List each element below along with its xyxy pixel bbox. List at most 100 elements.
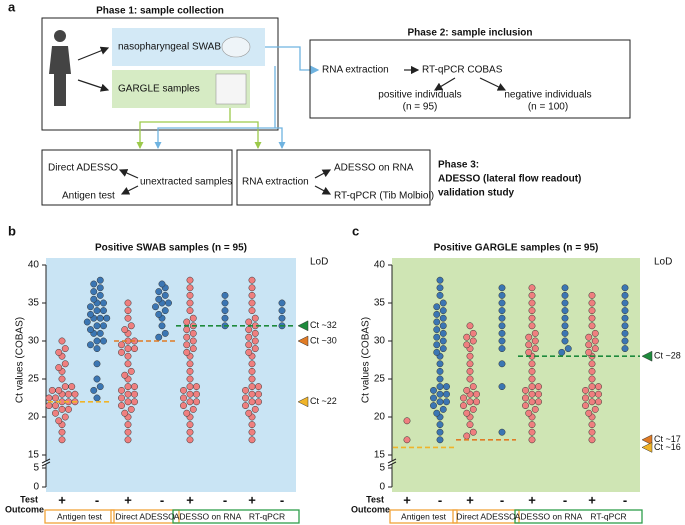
data-point xyxy=(582,386,589,394)
data-point xyxy=(588,428,596,436)
data-point xyxy=(439,329,447,337)
lod-title: LoD xyxy=(310,257,328,268)
data-point xyxy=(463,341,471,349)
data-point xyxy=(278,314,286,322)
data-point xyxy=(124,352,132,360)
data-point xyxy=(68,383,76,391)
data-point xyxy=(186,436,194,444)
data-point xyxy=(561,329,569,337)
data-point xyxy=(248,428,256,436)
group-box xyxy=(452,509,520,524)
data-point xyxy=(93,322,101,330)
data-point xyxy=(531,405,539,413)
data-point xyxy=(55,348,63,356)
data-point xyxy=(193,390,200,398)
data-point xyxy=(473,390,480,398)
lod-label: Ct ~17 xyxy=(654,434,681,444)
data-point xyxy=(591,345,599,353)
data-point xyxy=(248,390,256,398)
data-point xyxy=(96,314,104,322)
outcome-label: - xyxy=(95,492,99,507)
data-point xyxy=(186,390,194,398)
data-point xyxy=(183,318,191,326)
data-point xyxy=(52,394,59,402)
data-point xyxy=(245,341,253,349)
data-point xyxy=(255,390,262,398)
data-point xyxy=(124,436,132,444)
data-point xyxy=(58,428,66,436)
outcome-label: + xyxy=(124,492,132,507)
data-point xyxy=(189,405,197,413)
arrow xyxy=(314,169,332,179)
data-point xyxy=(439,307,447,315)
data-point xyxy=(469,405,477,413)
data-point xyxy=(463,333,471,341)
phase3-box-left xyxy=(41,149,233,206)
data-point xyxy=(469,337,477,345)
data-point xyxy=(127,367,135,375)
data-point xyxy=(161,329,169,337)
data-point xyxy=(433,409,441,417)
data-point xyxy=(90,280,98,288)
data-point xyxy=(93,345,101,353)
data-point xyxy=(466,352,474,360)
data-point xyxy=(498,307,506,315)
data-point xyxy=(561,314,569,322)
data-point xyxy=(127,405,135,413)
data-point xyxy=(535,383,542,391)
data-point xyxy=(131,390,138,398)
y-tick-label: 15 xyxy=(28,450,40,461)
arrow xyxy=(118,169,139,179)
data-point xyxy=(90,288,98,296)
data-point xyxy=(96,329,104,337)
data-point xyxy=(595,390,602,398)
data-point xyxy=(121,409,129,417)
data-point xyxy=(561,322,569,330)
data-point xyxy=(498,383,506,391)
data-point xyxy=(221,314,229,322)
data-point xyxy=(96,383,104,391)
data-point xyxy=(498,314,506,322)
data-point xyxy=(193,383,200,391)
data-point xyxy=(180,402,187,410)
data-point xyxy=(466,375,474,383)
data-point xyxy=(591,329,599,337)
data-point xyxy=(439,405,447,413)
group-box xyxy=(172,509,300,524)
data-point xyxy=(245,333,253,341)
data-point xyxy=(436,383,444,391)
data-point xyxy=(242,386,249,394)
data-point xyxy=(118,341,125,349)
data-point xyxy=(531,345,539,353)
data-point xyxy=(189,329,197,337)
data-point xyxy=(155,310,163,318)
data-point xyxy=(124,307,132,315)
data-point xyxy=(118,348,125,356)
data-point xyxy=(186,360,194,368)
data-point xyxy=(439,314,447,322)
data-point xyxy=(180,386,187,394)
data-point xyxy=(621,337,629,345)
lod-marker xyxy=(641,350,653,362)
lod-marker xyxy=(641,441,653,453)
data-point xyxy=(588,299,596,307)
data-point xyxy=(61,413,69,421)
data-point xyxy=(155,333,163,341)
negative-n: (n = 100) xyxy=(528,102,568,113)
data-point xyxy=(96,284,104,292)
group-label: Antigen test xyxy=(57,511,103,521)
data-point xyxy=(498,291,506,299)
y-tick-label: 5 xyxy=(33,463,39,474)
data-point xyxy=(522,386,529,394)
data-point xyxy=(124,360,132,368)
data-point xyxy=(525,333,533,341)
arrow xyxy=(77,79,110,92)
data-point xyxy=(436,428,444,436)
arrow xyxy=(265,46,320,75)
data-point xyxy=(251,337,259,345)
data-point xyxy=(131,383,138,391)
y-tick-label: 25 xyxy=(374,374,386,385)
data-point xyxy=(498,284,506,292)
data-point xyxy=(58,405,66,413)
data-point xyxy=(161,291,169,299)
